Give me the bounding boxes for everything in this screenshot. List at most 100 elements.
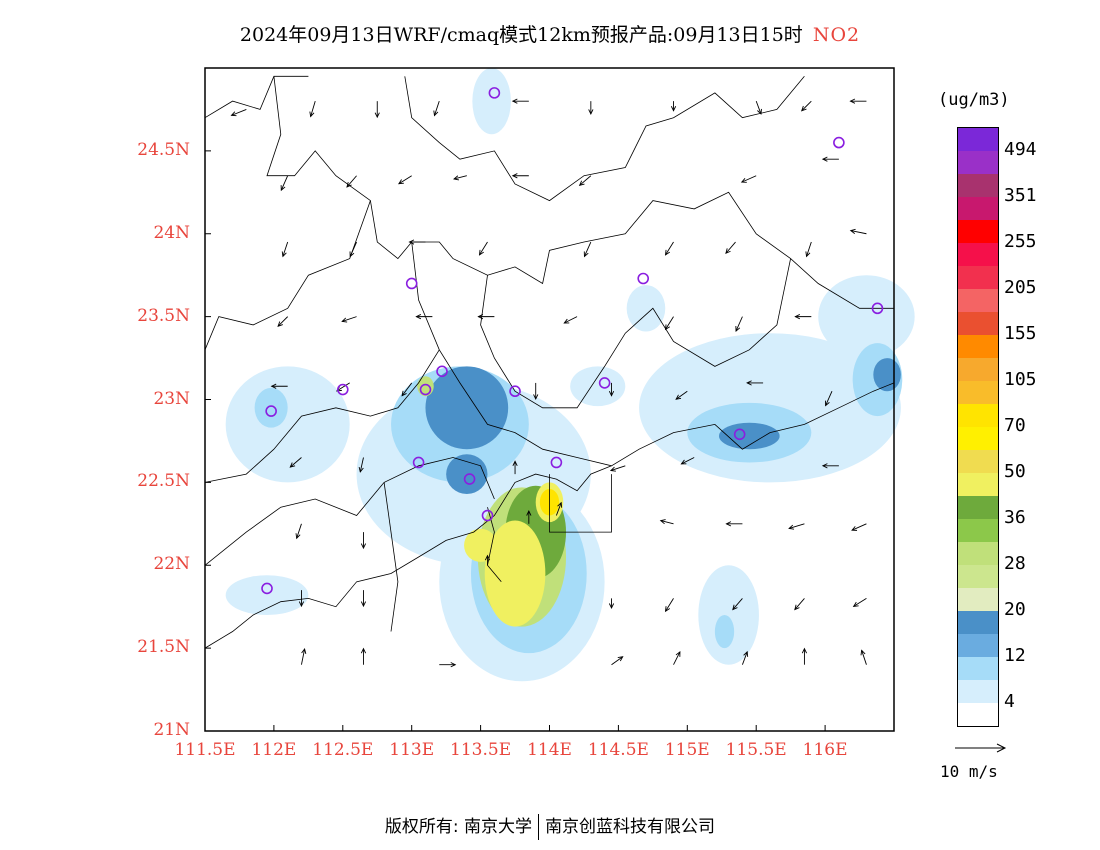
wind-arrow [374,101,380,119]
wind-arrow-shaft [398,175,412,185]
legend-swatch [958,404,998,427]
wind-arrow-head [849,98,856,104]
concentration-blob-4 [225,575,309,615]
copyright-separator [538,814,540,840]
station-marker [833,136,845,149]
legend-swatch [958,496,998,519]
boundary-line [404,76,805,202]
legend-label: 50 [1004,461,1026,482]
lat-label: 24.5N [137,139,190,160]
wind-arrow-shaft [741,175,757,183]
boundary-line [204,349,440,483]
wind-arrow [755,100,762,115]
lon-label: 112E [251,740,297,760]
boundary-line [204,465,612,649]
lat-label: 24N [153,222,190,243]
wind-arrow [360,647,367,665]
wind-arrow [477,314,495,320]
boundary-line [480,258,791,409]
wind-arrow [788,523,805,530]
wind-arrow-head [277,321,283,327]
legend-label: 155 [1004,323,1037,344]
wind-arrow-head [484,554,491,561]
wind-arrow [801,647,808,665]
reference-wind-label: 10 m/s [940,762,998,781]
wind-arrow-head [664,606,670,613]
wind-arrow [433,101,440,117]
wind-arrow-shaft [349,241,357,257]
concentration-blob-4 [698,565,759,665]
wind-arrow-head [670,106,677,112]
wind-arrow [453,175,467,181]
wind-arrow [664,241,674,256]
lat-label: 21N [153,720,190,740]
legend-swatch [958,634,998,657]
wind-arrow-head [341,317,348,323]
wind-arrow-shaft [282,241,289,257]
wind-arrow-head [298,601,305,608]
wind-arrow-shaft [611,656,623,666]
wind-arrow-head [608,391,615,397]
wind-arrow-head [360,601,367,608]
wind-arrow-head [609,466,616,472]
wind-arrow-head [794,604,800,611]
wind-arrow [398,175,412,185]
wind-arrow-shaft [555,502,562,516]
wind-arrow [725,521,743,527]
boundary-line [383,482,399,632]
wind-arrow-shaft [725,241,736,254]
legend-swatch [958,588,998,611]
wind-arrow-shaft [665,241,674,256]
legend-swatch [958,243,998,266]
legend-label: 105 [1004,369,1037,390]
wind-arrow-shaft [675,390,688,400]
wind-arrow [295,523,302,540]
copyright-left: 版权所有: 南京大学 [384,817,533,837]
station-marker [733,428,746,441]
wind-arrow-head [852,601,859,607]
wind-arrow-head [800,105,807,112]
legend-swatch [958,312,998,335]
wind-arrow [659,519,674,525]
wind-arrow-head [358,466,364,473]
wind-arrow-shaft [788,523,805,529]
wind-arrow [805,241,812,258]
wind-arrow-head [725,521,732,527]
boundary-line [549,474,612,533]
wind-arrow-shaft [665,316,674,330]
wind-arrow [673,650,681,665]
wind-arrow-shaft [359,457,364,473]
concentration-blob-4 [225,366,350,483]
wind-arrow [588,101,594,115]
wind-arrow-shaft [806,241,812,257]
station-marker [412,456,425,469]
wind-arrow-head [526,509,532,516]
concentration-blob-50 [484,520,546,627]
wind-arrow [608,598,615,610]
station-marker [336,383,349,396]
wind-arrow [439,662,457,668]
concentration-blob-12 [714,614,735,649]
wind-arrow [563,316,578,324]
wind-arrow-head [289,462,296,468]
wind-arrow [732,598,743,611]
wind-arrow [526,509,532,524]
wind-arrow-head [450,662,457,668]
wind-arrow-shaft [289,457,302,468]
wind-arrow [341,316,357,323]
wind-arrow-head [401,390,407,397]
station-marker [265,405,277,417]
wind-arrow [851,523,867,531]
map-title: 2024年09月13日WRF/cmaq模式12km预报产品:09月13日15时 N… [0,20,1100,47]
wind-arrow [611,656,624,666]
wind-arrow-head [408,239,415,245]
wind-arrow-shaft [681,457,695,465]
wind-arrow [746,380,764,386]
lat-label: 23.5N [137,305,190,326]
wind-arrow-head [735,326,741,332]
wind-arrow [794,314,812,320]
lat-label: 21.5N [137,637,190,658]
wind-arrow-head [533,394,539,400]
station-marker [550,456,563,469]
